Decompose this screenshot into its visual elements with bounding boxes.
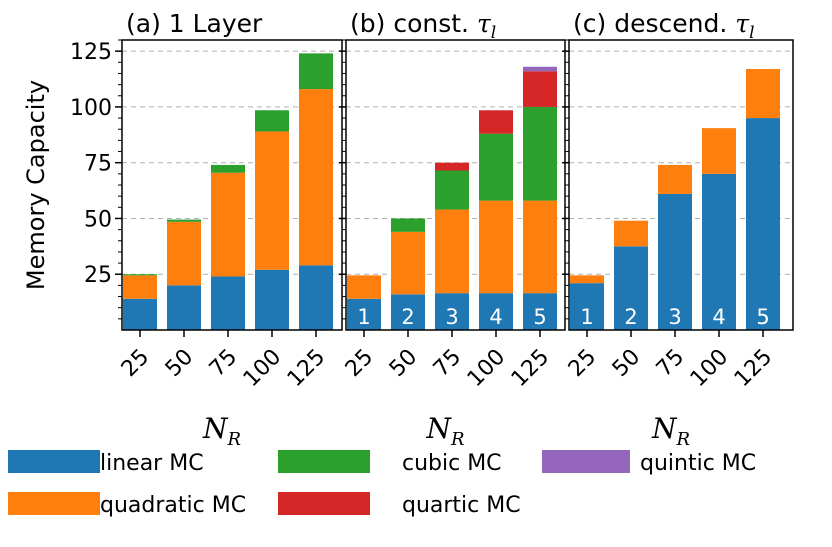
x-tick-label: 75: [652, 345, 689, 382]
bar-segment-linear-mc: [435, 293, 469, 330]
bar-segment-quartic-mc: [435, 162, 469, 171]
bar-segment-cubic-mc: [479, 133, 513, 201]
bar-segment-quadratic-mc: [746, 69, 780, 119]
bar-number-label: 3: [668, 305, 681, 329]
bar-segment-quartic-mc: [523, 71, 557, 107]
bar-segment-quadratic-mc: [435, 209, 469, 294]
x-tick-label: 25: [564, 345, 601, 382]
bar-segment-linear-mc: [211, 276, 245, 330]
y-tick-label: 50: [84, 207, 112, 232]
bar-segment-quadratic-mc: [391, 231, 425, 295]
legend-swatch-linear-mc: [8, 450, 100, 473]
bar-segment-cubic-mc: [299, 53, 333, 90]
x-tick-label: 50: [161, 345, 198, 382]
bar-segment-quartic-mc: [479, 110, 513, 134]
x-tick-label: 25: [341, 345, 378, 382]
y-tick-label: 100: [70, 96, 112, 121]
bar-segment-quadratic-mc: [347, 275, 381, 299]
bar-segment-linear-mc: [702, 173, 736, 330]
bar-segment-quadratic-mc: [299, 89, 333, 266]
bar-segment-linear-mc: [570, 283, 604, 330]
legend-swatch-cubic-mc: [278, 450, 370, 473]
bar-segment-linear-mc: [658, 193, 692, 330]
legend-swatch-quadratic-mc: [8, 492, 100, 515]
bar-segment-linear-mc: [255, 269, 289, 330]
legend-swatch-quintic-mc: [542, 450, 630, 473]
bar-segment-linear-mc: [347, 298, 381, 330]
bar-number-label: 4: [489, 305, 502, 329]
x-tick-label: 125: [507, 345, 554, 392]
bar-segment-linear-mc: [299, 265, 333, 330]
bar-number-label: 5: [533, 305, 546, 329]
x-tick-label: 50: [608, 345, 645, 382]
y-tick-label: 25: [84, 263, 112, 288]
panel-title: (c) descend. τl: [573, 9, 755, 43]
x-tick-label: 125: [283, 345, 330, 392]
bar-segment-linear-mc: [614, 246, 648, 330]
bar-segment-linear-mc: [746, 118, 780, 330]
bar-segment-quadratic-mc: [123, 275, 157, 299]
bar-segment-linear-mc: [123, 298, 157, 330]
bar-segment-cubic-mc: [167, 219, 201, 222]
x-axis-label: NR: [425, 412, 464, 450]
y-tick-label: 75: [84, 152, 112, 177]
bar-segment-quadratic-mc: [211, 172, 245, 277]
bar-segment-cubic-mc: [211, 164, 245, 173]
y-axis-label: Memory Capacity: [22, 80, 50, 290]
x-tick-label: 25: [117, 345, 154, 382]
x-axis-label: NR: [202, 412, 241, 450]
x-tick-label: 125: [730, 345, 777, 392]
bar-segment-quadratic-mc: [523, 200, 557, 294]
bar-segment-quadratic-mc: [167, 221, 201, 286]
x-tick-label: 50: [385, 345, 422, 382]
bar-segment-quadratic-mc: [658, 164, 692, 194]
bar-segment-quadratic-mc: [570, 275, 604, 284]
bar-segment-quadratic-mc: [255, 131, 289, 270]
x-tick-label: 75: [429, 345, 466, 382]
bar-segment-cubic-mc: [255, 110, 289, 132]
bar-segment-linear-mc: [391, 294, 425, 330]
bar-number-label: 2: [624, 305, 637, 329]
legend-label: quintic MC: [640, 451, 756, 476]
bar-segment-linear-mc: [523, 293, 557, 330]
bar-segment-cubic-mc: [391, 218, 425, 232]
x-tick-label: 100: [239, 345, 286, 392]
bar-number-label: 2: [401, 305, 414, 329]
x-tick-label: 100: [686, 345, 733, 392]
legend-label: cubic MC: [402, 451, 502, 476]
panel-title: (b) const. τl: [350, 9, 496, 43]
legend-label: linear MC: [100, 451, 204, 476]
bar-number-label: 1: [580, 305, 593, 329]
bar-number-label: 1: [357, 305, 370, 329]
bar-segment-quadratic-mc: [479, 200, 513, 294]
x-tick-label: 75: [205, 345, 242, 382]
bar-number-label: 3: [445, 305, 458, 329]
bar-number-label: 5: [756, 305, 769, 329]
bar-segment-cubic-mc: [435, 170, 469, 210]
bar-segment-cubic-mc: [123, 274, 157, 276]
bar-segment-linear-mc: [167, 285, 201, 330]
bar-segment-quintic-mc: [523, 66, 557, 72]
y-tick-label: 125: [70, 40, 112, 65]
panel-title: (a) 1 Layer: [126, 9, 263, 38]
legend-swatch-quartic-mc: [278, 492, 370, 515]
x-axis-label: NR: [651, 412, 690, 450]
bar-segment-quadratic-mc: [702, 128, 736, 174]
axes-frame: [568, 39, 794, 331]
legend: linear MC cubic MC quintic MC quadratic MC q…: [8, 450, 756, 518]
bar-segment-linear-mc: [479, 293, 513, 330]
legend-label: quartic MC: [402, 493, 521, 518]
x-tick-label: 100: [463, 345, 510, 392]
legend-label: quadratic MC: [100, 493, 246, 518]
bar-number-label: 4: [712, 305, 725, 329]
bar-segment-cubic-mc: [523, 106, 557, 201]
bar-segment-quadratic-mc: [614, 220, 648, 247]
